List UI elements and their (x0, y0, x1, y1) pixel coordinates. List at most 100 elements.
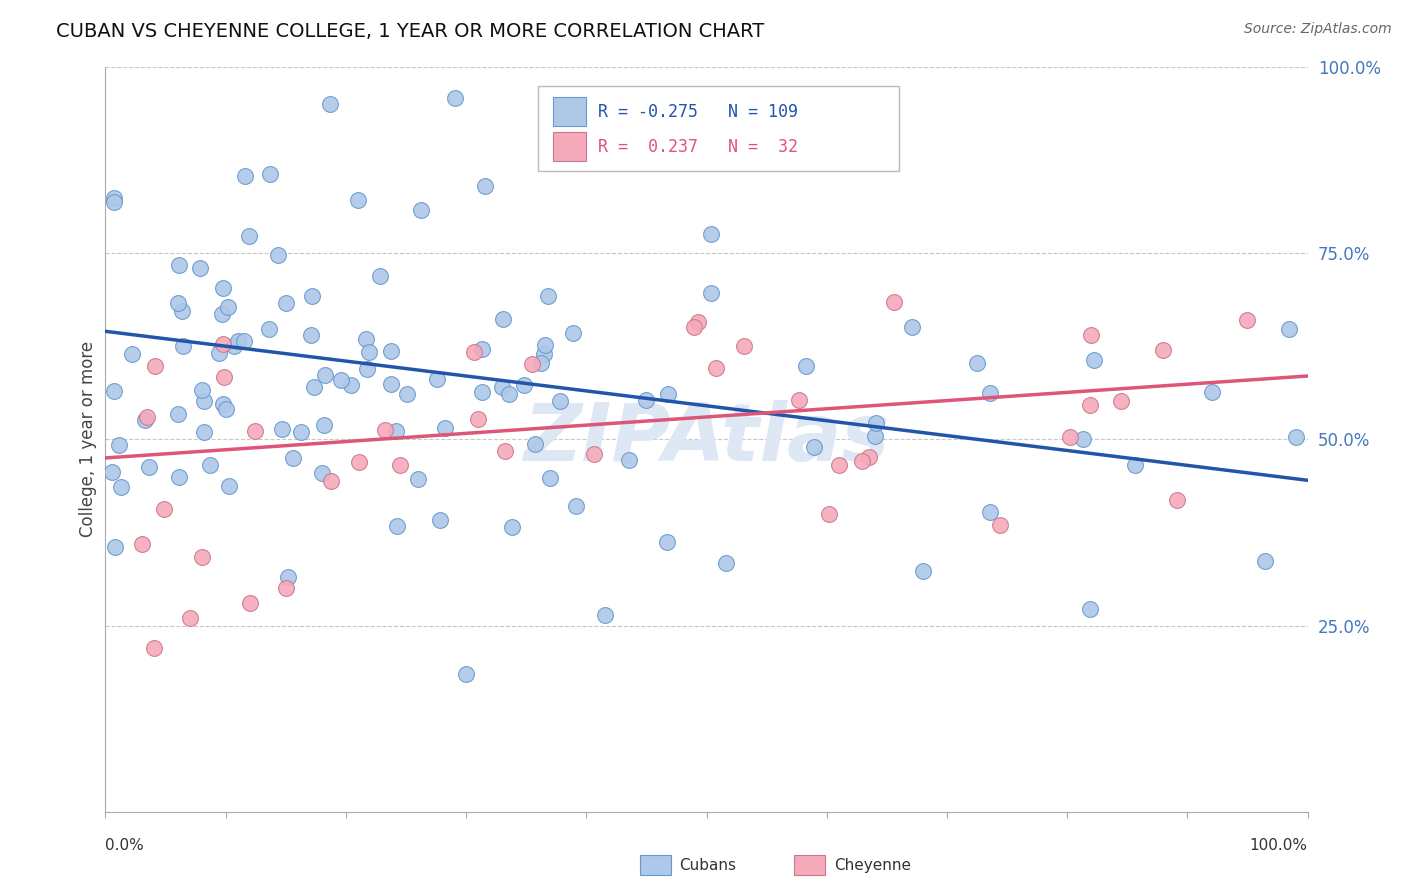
Point (318, 96, 340, 111)
Point (467, 411, 489, 425)
Point (1123, 458, 1146, 472)
Point (167, 470, 190, 484)
Point (314, 368, 336, 383)
Point (224, 339, 246, 353)
Point (492, 311, 515, 326)
Point (1166, 492, 1188, 507)
Point (312, 417, 335, 432)
Point (211, 307, 233, 321)
Point (979, 386, 1001, 401)
Point (1201, 385, 1223, 400)
Point (243, 424, 266, 438)
Point (491, 380, 513, 394)
Point (471, 342, 494, 356)
Text: ZIPAtlas: ZIPAtlas (523, 401, 890, 478)
Point (170, 303, 193, 318)
Point (1278, 321, 1301, 335)
Point (347, 193, 370, 207)
Point (593, 608, 616, 623)
Point (1284, 430, 1306, 444)
Point (494, 444, 516, 458)
Point (208, 346, 231, 360)
Point (471, 385, 494, 400)
Point (1083, 352, 1105, 367)
Point (396, 387, 419, 401)
Point (979, 505, 1001, 519)
Point (498, 386, 520, 401)
Point (548, 393, 571, 408)
Point (863, 429, 886, 443)
Point (302, 380, 325, 394)
Point (311, 467, 333, 481)
Point (380, 344, 402, 359)
Point (218, 479, 240, 493)
Point (274, 582, 297, 596)
Point (533, 347, 555, 361)
Point (138, 460, 160, 475)
Point (520, 357, 543, 371)
Point (215, 401, 238, 416)
Point (901, 319, 924, 334)
Point (538, 471, 561, 485)
Text: Cheyenne: Cheyenne (834, 858, 911, 872)
Text: 100.0%: 100.0% (1250, 838, 1308, 853)
Point (716, 556, 738, 570)
Point (789, 392, 811, 407)
Point (655, 535, 678, 549)
Point (193, 393, 215, 408)
Point (103, 190, 125, 204)
Point (1071, 432, 1094, 446)
Point (733, 339, 755, 353)
Point (513, 377, 536, 392)
Point (104, 540, 127, 554)
Point (191, 549, 214, 564)
Y-axis label: College, 1 year or more: College, 1 year or more (79, 342, 97, 537)
Point (429, 513, 451, 527)
Point (818, 507, 841, 521)
Point (912, 564, 935, 578)
Point (803, 440, 825, 454)
Point (131, 537, 153, 551)
Point (340, 378, 363, 392)
Point (374, 423, 396, 437)
Text: R =  0.237   N =  32: R = 0.237 N = 32 (599, 137, 799, 155)
Point (270, 422, 292, 436)
Point (103, 384, 125, 399)
Point (121, 347, 143, 361)
Point (211, 281, 233, 295)
Point (135, 410, 157, 425)
Point (380, 376, 402, 391)
FancyBboxPatch shape (553, 132, 586, 161)
Point (356, 361, 378, 376)
Text: R = -0.275   N = 109: R = -0.275 N = 109 (599, 103, 799, 120)
Point (406, 472, 429, 486)
Point (794, 359, 817, 373)
Point (368, 268, 391, 283)
Point (191, 384, 214, 398)
Point (385, 424, 408, 438)
Point (683, 319, 706, 334)
Point (1109, 394, 1132, 409)
Point (179, 611, 201, 625)
Point (523, 437, 546, 451)
Point (501, 519, 523, 533)
Point (354, 332, 377, 346)
Point (301, 289, 323, 303)
Point (217, 301, 239, 315)
Point (274, 296, 297, 310)
Text: Source: ZipAtlas.com: Source: ZipAtlas.com (1244, 22, 1392, 37)
FancyBboxPatch shape (553, 97, 586, 126)
Point (110, 480, 132, 494)
Point (1236, 313, 1258, 327)
Point (704, 360, 727, 375)
Text: CUBAN VS CHEYENNE COLLEGE, 1 YEAR OR MORE CORRELATION CHART: CUBAN VS CHEYENNE COLLEGE, 1 YEAR OR MOR… (56, 22, 765, 41)
Point (167, 258, 190, 272)
Point (562, 326, 585, 340)
FancyBboxPatch shape (538, 86, 898, 171)
Point (257, 322, 280, 336)
Point (299, 328, 322, 343)
Point (444, 90, 467, 104)
Point (212, 369, 235, 384)
Point (1078, 602, 1101, 616)
Point (700, 286, 723, 301)
